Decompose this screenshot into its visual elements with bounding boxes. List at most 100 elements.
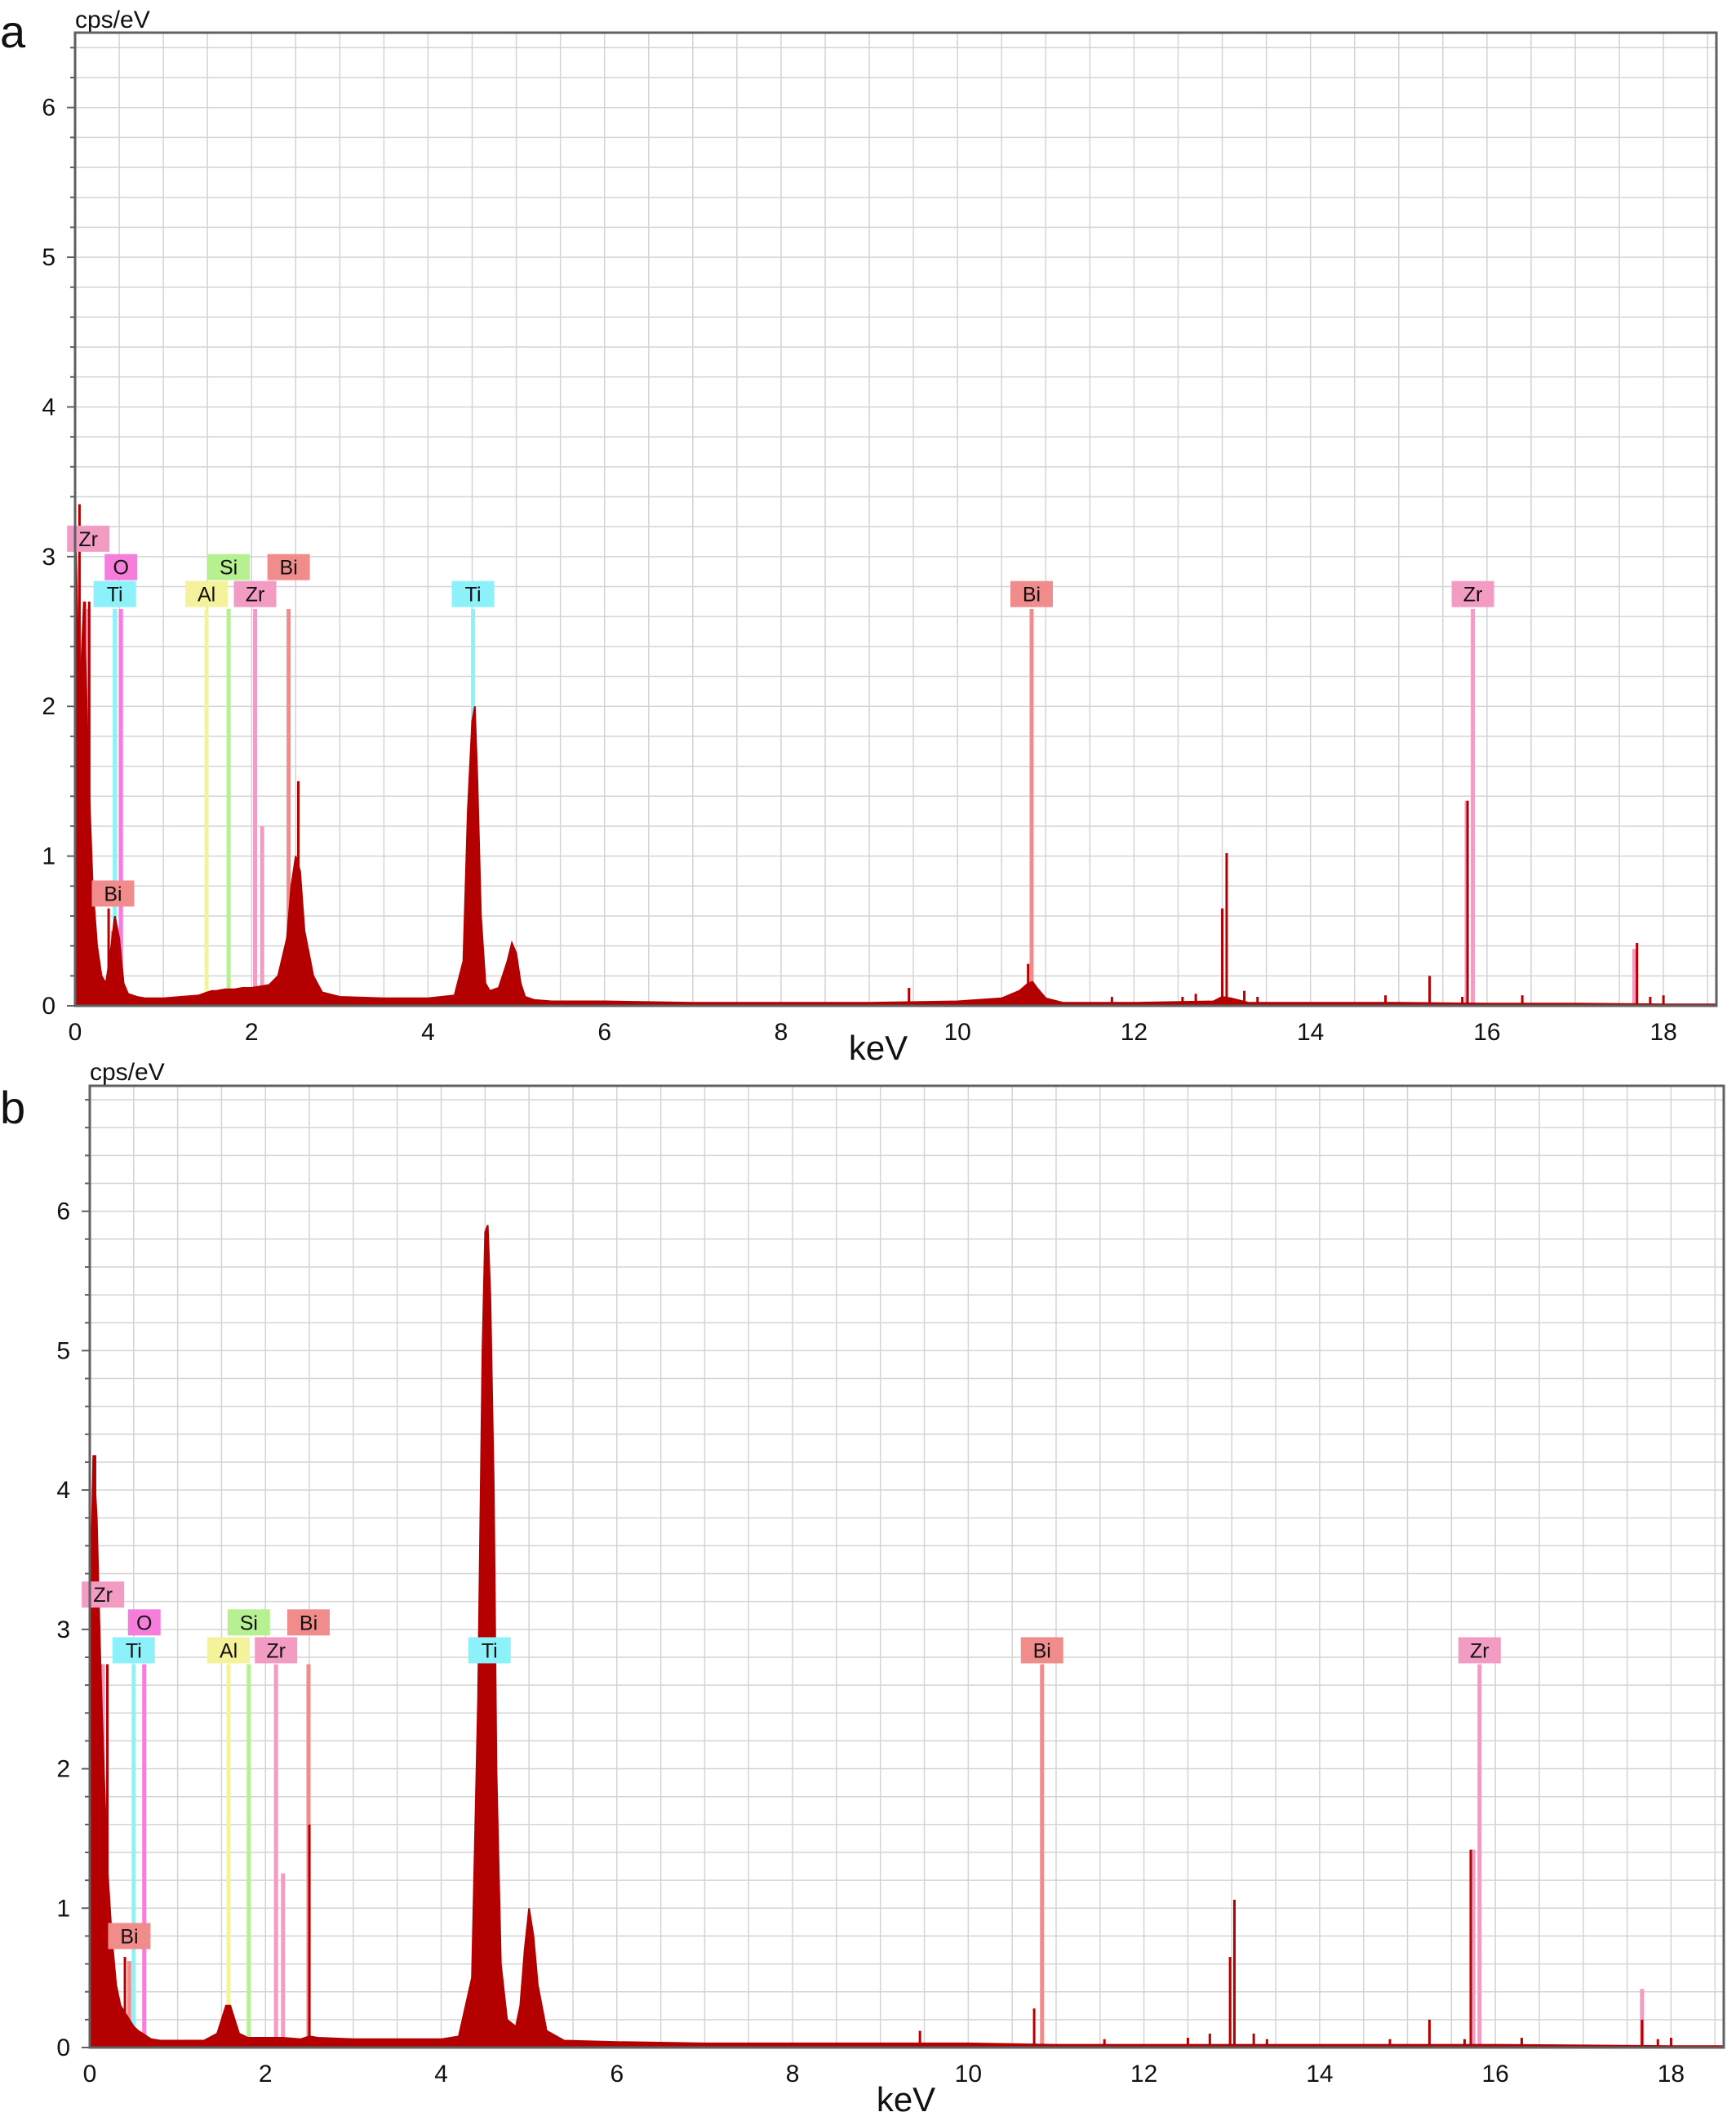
element-label-zr: Zr bbox=[82, 1581, 125, 1608]
element-label-text: Si bbox=[240, 1612, 258, 1634]
element-label-text: Bi bbox=[120, 1925, 138, 1948]
x-tick-label: 16 bbox=[1481, 2061, 1508, 2088]
element-label-text: Zr bbox=[78, 528, 98, 551]
element-label-bi: Bi bbox=[267, 554, 310, 580]
element-label-si: Si bbox=[227, 1609, 270, 1636]
element-label-text: O bbox=[136, 1612, 152, 1634]
element-label-text: Al bbox=[198, 584, 215, 607]
element-label-zr: Zr bbox=[233, 580, 277, 607]
element-label-text: Bi bbox=[280, 557, 298, 580]
x-tick-label: 0 bbox=[83, 2061, 97, 2088]
element-label-box bbox=[255, 1637, 298, 1664]
element-label-box bbox=[287, 1609, 331, 1636]
element-label-box bbox=[108, 1923, 151, 1950]
x-tick-label: 14 bbox=[1306, 2061, 1333, 2088]
x-tick-label: 18 bbox=[1649, 1019, 1676, 1046]
element-label-text: Bi bbox=[1033, 1639, 1051, 1662]
element-label-al: Al bbox=[207, 1637, 251, 1664]
element-label-box bbox=[91, 880, 135, 907]
x-tick-label: 2 bbox=[259, 2061, 273, 2088]
x-axis-label: keV bbox=[877, 2080, 935, 2119]
spectrum-area bbox=[89, 1225, 1725, 2048]
element-label-box bbox=[1451, 580, 1494, 607]
spectrum-area bbox=[74, 511, 1717, 1007]
x-axis-label: keV bbox=[849, 1029, 908, 1067]
element-label-box bbox=[93, 580, 136, 607]
element-label-bi: Bi bbox=[91, 880, 135, 907]
y-tick-label: 6 bbox=[56, 1198, 70, 1225]
element-label-bi: Bi bbox=[287, 1609, 331, 1636]
x-tick-label: 10 bbox=[955, 2061, 982, 2088]
element-label-ti: Ti bbox=[468, 1637, 511, 1664]
element-label-bi: Bi bbox=[1020, 1637, 1063, 1664]
element-label-box bbox=[185, 580, 229, 607]
element-label-box bbox=[233, 580, 277, 607]
x-tick-label: 18 bbox=[1658, 2061, 1685, 2088]
element-label-box bbox=[1458, 1637, 1501, 1664]
element-label-box bbox=[227, 1609, 270, 1636]
element-label-ti: Ti bbox=[451, 580, 495, 607]
element-label-text: Zr bbox=[1463, 584, 1483, 607]
x-tick-label: 0 bbox=[69, 1019, 82, 1046]
element-label-ti: Ti bbox=[93, 580, 136, 607]
x-tick-label: 14 bbox=[1297, 1019, 1324, 1046]
element-label-text: Bi bbox=[300, 1612, 317, 1634]
y-tick-label: 3 bbox=[56, 1616, 70, 1643]
element-label-box bbox=[207, 554, 251, 580]
element-label-text: Ti bbox=[107, 584, 123, 607]
x-tick-label: 8 bbox=[775, 1019, 788, 1046]
element-label-text: Bi bbox=[104, 883, 122, 905]
element-label-box bbox=[1010, 580, 1054, 607]
element-label-text: Si bbox=[220, 557, 238, 580]
x-tick-label: 6 bbox=[610, 2061, 624, 2088]
panel-letter: b bbox=[0, 1082, 25, 1133]
element-label-o: O bbox=[104, 554, 138, 580]
element-label-text: Bi bbox=[1023, 584, 1041, 607]
element-label-bi: Bi bbox=[108, 1923, 151, 1950]
element-label-text: Ti bbox=[465, 584, 482, 607]
element-label-text: Zr bbox=[1470, 1639, 1490, 1662]
y-tick-label: 6 bbox=[42, 95, 55, 122]
element-label-si: Si bbox=[207, 554, 251, 580]
x-tick-label: 16 bbox=[1473, 1019, 1500, 1046]
x-tick-label: 12 bbox=[1121, 1019, 1148, 1046]
element-label-box bbox=[127, 1609, 161, 1636]
element-label-text: Ti bbox=[126, 1639, 142, 1662]
element-label-box bbox=[104, 554, 138, 580]
element-label-bi: Bi bbox=[1010, 580, 1054, 607]
element-label-text: Zr bbox=[266, 1639, 286, 1662]
x-tick-label: 6 bbox=[597, 1019, 611, 1046]
element-label-box bbox=[112, 1637, 155, 1664]
element-label-box bbox=[1020, 1637, 1063, 1664]
element-label-al: Al bbox=[185, 580, 229, 607]
y-tick-label: 2 bbox=[56, 1756, 70, 1783]
grid bbox=[75, 33, 1716, 1006]
element-label-text: O bbox=[113, 557, 128, 580]
element-label-box bbox=[267, 554, 310, 580]
element-label-box bbox=[451, 580, 495, 607]
y-tick-label: 2 bbox=[42, 693, 55, 720]
element-label-zr: Zr bbox=[255, 1637, 298, 1664]
x-tick-label: 12 bbox=[1130, 2061, 1157, 2088]
y-tick-label: 4 bbox=[56, 1477, 70, 1504]
y-tick-label: 0 bbox=[56, 2034, 70, 2061]
x-tick-label: 2 bbox=[245, 1019, 259, 1046]
element-label-text: Zr bbox=[246, 584, 265, 607]
y-tick-label: 1 bbox=[56, 1895, 70, 1922]
plot-frame bbox=[73, 31, 1718, 1007]
element-label-zr: Zr bbox=[67, 525, 110, 552]
y-tick-label: 0 bbox=[42, 993, 55, 1020]
x-tick-label: 4 bbox=[421, 1019, 435, 1046]
element-label-zr: Zr bbox=[1458, 1637, 1501, 1664]
element-label-box bbox=[468, 1637, 511, 1664]
grid bbox=[90, 1086, 1724, 2048]
panel-letter: a bbox=[0, 6, 26, 57]
x-tick-label: 10 bbox=[943, 1019, 970, 1046]
element-label-zr: Zr bbox=[1451, 580, 1494, 607]
y-tick-label: 5 bbox=[56, 1337, 70, 1364]
element-label-o: O bbox=[127, 1609, 161, 1636]
